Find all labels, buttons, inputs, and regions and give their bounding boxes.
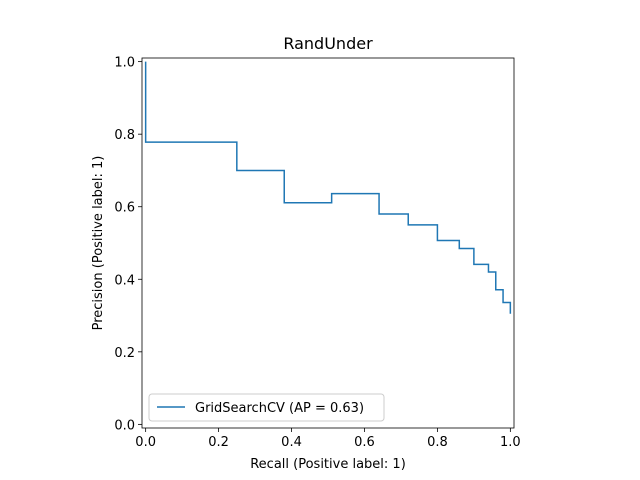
series-layer [144, 61, 512, 314]
x-tick-label: 0.4 [281, 435, 302, 450]
x-tick-label: 0.8 [427, 435, 448, 450]
legend: GridSearchCV (AP = 0.63) [148, 393, 385, 422]
y-tick-label: 0.2 [114, 346, 135, 361]
x-axis-ticks: 0.0 0.2 0.4 0.6 0.8 1.0 [135, 428, 521, 450]
y-tick-label: 1.0 [114, 56, 135, 71]
plot-frame [141, 57, 515, 429]
x-tick-label: 0.6 [354, 435, 375, 450]
x-tick-label: 1.0 [500, 435, 521, 450]
y-tick-label: 0.0 [114, 418, 135, 433]
legend-label: GridSearchCV (AP = 0.63) [195, 401, 364, 416]
x-tick-label: 0.0 [135, 435, 156, 450]
y-axis-ticks: 0.0 0.2 0.4 0.6 0.8 1.0 [114, 56, 142, 433]
y-axis-label: Precision (Positive label: 1) [91, 156, 106, 331]
y-tick-label: 0.6 [114, 201, 135, 216]
plot-area [141, 57, 515, 429]
x-axis-label: Recall (Positive label: 1) [250, 457, 406, 472]
x-tick-label: 0.2 [208, 435, 229, 450]
pr-curve-line [144, 61, 512, 314]
chart-title: RandUnder [283, 34, 373, 53]
y-tick-label: 0.8 [114, 128, 135, 143]
y-tick-label: 0.4 [114, 273, 135, 288]
legend-box [148, 393, 385, 422]
